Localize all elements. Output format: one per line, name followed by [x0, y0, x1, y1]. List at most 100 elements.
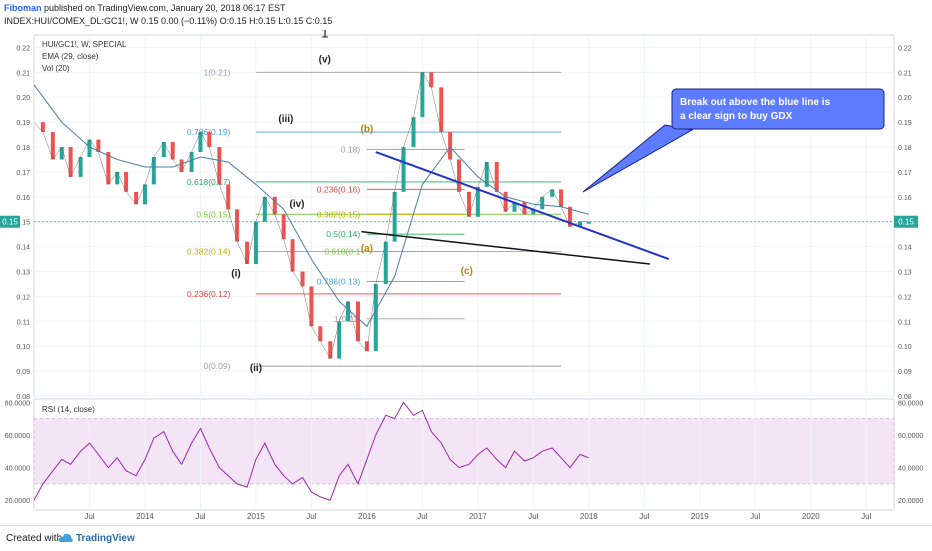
time-tick: Jul — [306, 512, 316, 521]
rsi-tick-right: 20.0000 — [898, 498, 923, 505]
fib-level-label: 0(0.09) — [203, 361, 230, 371]
price-candle — [559, 189, 564, 207]
price-candle — [161, 142, 166, 157]
time-tick: 2019 — [691, 512, 709, 521]
price-candle — [198, 132, 203, 153]
publish-info: published on TradingView.com, January 20… — [44, 3, 286, 13]
price-candle — [96, 139, 101, 153]
tradingview-cloud-icon — [58, 533, 73, 542]
price-tick-right: 0.10 — [898, 344, 912, 351]
time-tick: Jul — [861, 512, 871, 521]
callout-box[interactable] — [671, 88, 885, 130]
price-candle — [429, 72, 434, 88]
chart-header: Fiboman published on TradingView.com, Ja… — [0, 0, 932, 30]
tradingview-brand[interactable]: TradingView — [76, 533, 135, 544]
price-candle — [226, 184, 231, 210]
price-candle — [40, 122, 45, 133]
price-candle — [134, 191, 139, 205]
price-candle — [207, 132, 212, 148]
callout-text-line2: a clear sign to buy GDX — [680, 111, 793, 122]
price-tick-right: 0.19 — [898, 120, 912, 127]
price-candle — [235, 209, 240, 242]
price-candle — [484, 161, 489, 187]
price-candle — [448, 132, 453, 160]
fib-level-label: 0.618(0.17) — [187, 177, 231, 187]
price-tick-right: 0.08 — [898, 394, 912, 401]
price-candle — [392, 191, 397, 242]
price-tick-left: 0.14 — [16, 245, 30, 252]
time-tick: 2015 — [247, 512, 265, 521]
price-badge-left — [0, 215, 20, 228]
callout-text-line1: Break out above the blue line is — [680, 97, 830, 108]
rsi-tick-left: 40.0000 — [5, 466, 30, 473]
price-candle — [68, 147, 73, 177]
price-candle — [503, 191, 508, 212]
fib-level-label: 0.618(0.1 — [324, 247, 360, 257]
price-series-line — [33, 71, 589, 360]
fib-level-label: 0.236(0.16) — [317, 184, 361, 194]
price-candle — [457, 159, 462, 192]
price-tick-left: 0.12 — [16, 294, 30, 301]
price-tick-right: 0.13 — [898, 270, 912, 277]
price-candle — [420, 72, 425, 118]
price-candle — [124, 171, 129, 192]
price-candle — [142, 184, 147, 205]
price-candle — [217, 147, 222, 185]
price-candle — [272, 196, 277, 215]
price-candle — [245, 241, 250, 265]
upper-trendline[interactable] — [375, 151, 670, 261]
time-tick: Jul — [750, 512, 760, 521]
price-candle — [383, 241, 388, 284]
price-badge-left-text: 0.15 — [2, 218, 18, 227]
price-candle — [439, 87, 444, 133]
wave-label: (c) — [461, 266, 473, 277]
rsi-tick-right: 80.0000 — [898, 400, 923, 407]
lower-trendline[interactable] — [361, 230, 650, 265]
price-candle — [318, 326, 323, 342]
price-candle — [309, 286, 314, 327]
price-candle — [300, 271, 305, 287]
author-link[interactable]: Fiboman — [4, 3, 42, 13]
price-candle — [577, 221, 582, 227]
price-candle — [290, 239, 295, 272]
wave-label: (a) — [361, 244, 373, 255]
time-tick: 2018 — [580, 512, 598, 521]
price-tick-right: 0.20 — [898, 95, 912, 102]
ema-line — [33, 84, 589, 328]
time-tick: Jul — [528, 512, 538, 521]
fib-level-label: 0.236(0.12) — [187, 289, 231, 299]
price-candle — [522, 201, 527, 215]
price-badge-right — [894, 215, 918, 228]
price-tick-left: 0.15 — [16, 220, 30, 227]
legend-ema: EMA (29, close) — [42, 52, 99, 61]
chart-canvas[interactable]: 0.22 0.22 0.21 0.21 0.20 0.20 0.19 0.19 0.18 0.18… — [0, 30, 932, 525]
price-candle — [189, 152, 194, 172]
price-tick-right: 0.09 — [898, 369, 912, 376]
price-tick-right: 0.18 — [898, 145, 912, 152]
price-candle — [346, 301, 351, 322]
price-tick-left: 0.13 — [16, 270, 30, 277]
wave-label: (v) — [319, 54, 331, 65]
price-tick-left: 0.16 — [16, 195, 30, 202]
footer: Created with TradingView — [0, 525, 932, 551]
legend-rsi: RSI (14, close) — [42, 405, 95, 414]
price-candle — [50, 132, 55, 160]
callout-pointer — [582, 124, 694, 193]
publish-line: Fiboman published on TradingView.com, Ja… — [4, 3, 286, 13]
price-candle — [356, 301, 361, 342]
price-tick-right: 0.16 — [898, 195, 912, 202]
price-candle — [179, 159, 184, 172]
rsi-tick-left: 60.0000 — [5, 433, 30, 440]
price-candle — [373, 283, 378, 352]
rsi-tick-right: 60.0000 — [898, 433, 923, 440]
price-tick-left: 0.21 — [16, 70, 30, 77]
time-tick: Jul — [195, 512, 205, 521]
price-tick-left: 0.17 — [16, 170, 30, 177]
price-tick-left: 0.11 — [17, 319, 30, 326]
price-candle — [59, 147, 64, 160]
rsi-tick-left: 20.0000 — [5, 498, 30, 505]
price-badge-right-text: 0.15 — [898, 218, 914, 227]
price-candle — [567, 206, 572, 227]
fib-level-label: 1(0.21) — [203, 67, 230, 77]
price-candle — [475, 186, 480, 217]
